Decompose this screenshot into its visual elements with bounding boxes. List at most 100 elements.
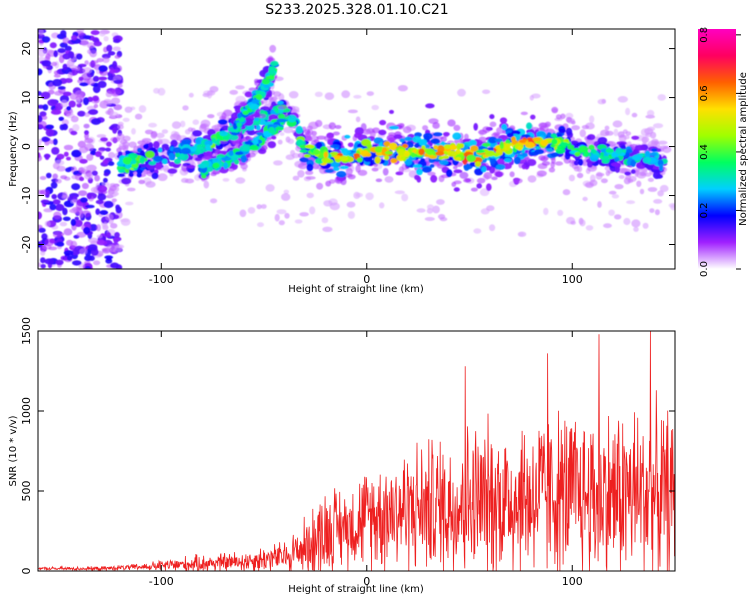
heatmap-cell <box>103 177 108 183</box>
heatmap-cell <box>614 184 624 190</box>
heatmap-cell <box>212 169 221 175</box>
heatmap-cell <box>265 75 275 80</box>
heatmap-cell <box>38 47 44 51</box>
heatmap-cell <box>74 90 85 98</box>
heatmap-cell <box>89 224 98 232</box>
heatmap-cell <box>182 105 189 111</box>
heatmap-cell <box>153 141 160 149</box>
heatmap-cell <box>389 109 394 114</box>
heatmap-cell <box>347 211 355 219</box>
heatmap-cell <box>49 42 57 49</box>
heatmap-cell <box>589 115 595 124</box>
heatmap-cell <box>473 228 482 234</box>
heatmap-cell <box>464 133 469 140</box>
heatmap-cell <box>306 163 314 172</box>
heatmap-cell <box>41 36 51 43</box>
heatmap-cell <box>341 90 351 99</box>
heatmap-cell <box>521 152 528 158</box>
heatmap-cell <box>416 168 423 176</box>
heatmap-cell <box>566 118 575 124</box>
heatmap-cell <box>281 193 291 201</box>
heatmap-cell <box>148 161 156 166</box>
heatmap-cell <box>75 201 84 210</box>
heatmap-cell <box>83 97 89 106</box>
heatmap-cell <box>323 200 333 207</box>
heatmap-cell <box>658 163 664 172</box>
heatmap-cell <box>139 163 147 168</box>
heatmap-cell <box>269 44 277 53</box>
heatmap-cell <box>443 144 452 150</box>
heatmap-cell <box>41 60 52 67</box>
heatmap-cell <box>242 110 249 116</box>
heatmap-cell <box>631 219 641 228</box>
heatmap-cell <box>345 167 353 175</box>
heatmap-cell <box>87 110 97 115</box>
heatmap-cell <box>74 219 83 227</box>
heatmap-cell <box>117 173 125 177</box>
heatmap-cell <box>285 154 295 160</box>
heatmap-cell <box>604 125 610 131</box>
heatmap-cell <box>71 183 81 191</box>
heatmap-cell <box>287 138 295 145</box>
heatmap-cell <box>138 105 147 113</box>
heatmap-cell <box>555 114 562 120</box>
heatmap-cell <box>244 91 253 98</box>
heatmap-cell <box>589 179 598 187</box>
heatmap-cell <box>633 226 639 232</box>
heatmap-cell <box>277 113 285 120</box>
heatmap-cell <box>87 244 98 251</box>
heatmap-cell <box>365 192 374 201</box>
heatmap-cell <box>44 238 54 247</box>
heatmap-cell <box>40 257 46 264</box>
heatmap-cell <box>489 157 496 165</box>
heatmap-cell <box>141 138 152 143</box>
heatmap-cell <box>38 68 43 76</box>
heatmap-cell <box>581 125 590 130</box>
heatmap-cell <box>554 161 564 166</box>
heatmap-cell <box>99 210 109 216</box>
heatmap-cell <box>105 147 111 152</box>
heatmap-cell <box>249 144 259 151</box>
heatmap-cell <box>105 90 113 98</box>
heatmap-cell <box>334 125 342 129</box>
heatmap-cell <box>206 90 213 99</box>
snr-x-label: Height of straight line (km) <box>288 584 424 595</box>
heatmap-cell <box>49 203 57 211</box>
heatmap-cell <box>390 158 398 164</box>
heatmap-cell <box>647 177 655 182</box>
heatmap-cell <box>470 145 479 152</box>
heatmap-cell <box>38 146 45 151</box>
heatmap-cell <box>155 132 165 139</box>
heatmap-cell <box>284 212 290 219</box>
heatmap-cell <box>263 84 270 89</box>
heatmap-cell <box>375 178 383 183</box>
heatmap-cell <box>97 193 107 201</box>
heatmap-cell <box>42 104 49 111</box>
heatmap-cell <box>255 94 263 100</box>
heatmap-cell <box>62 216 71 221</box>
heatmap-cell <box>157 87 166 96</box>
heatmap-cell <box>463 163 470 171</box>
heatmap-cell <box>87 42 96 49</box>
heatmap-cell <box>623 217 631 226</box>
heatmap-cell <box>585 225 594 231</box>
heatmap-cell <box>85 265 91 269</box>
heatmap-cell <box>94 174 100 182</box>
heatmap-cell <box>205 144 211 151</box>
heatmap-cell <box>38 115 43 123</box>
snr-series-line <box>38 331 675 571</box>
heatmap-cell <box>423 132 433 140</box>
heatmap-cell <box>66 156 71 161</box>
heatmap-cell <box>347 174 356 180</box>
heatmap-cell <box>44 49 54 54</box>
heatmap-cell <box>605 130 614 136</box>
heatmap-cell <box>646 126 656 132</box>
heatmap-cell <box>659 184 669 193</box>
heatmap-cell <box>309 206 316 215</box>
heatmap-cell <box>613 128 619 137</box>
heatmap-cell <box>44 153 50 160</box>
heatmap-cell <box>634 144 645 151</box>
heatmap-cell <box>107 51 116 56</box>
heatmap-cell <box>305 170 314 175</box>
heatmap-cell <box>339 148 348 152</box>
